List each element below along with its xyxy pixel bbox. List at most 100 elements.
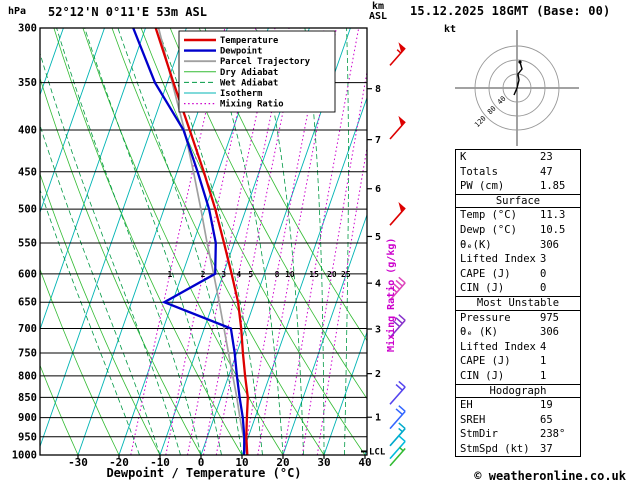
pressure-tick-label: 650: [18, 297, 37, 309]
isotherm-line: [40, 28, 187, 448]
altitude-unit-km: km: [371, 1, 385, 12]
mixing-ratio-value-label: 15: [309, 270, 319, 279]
km-tick-label: 4: [375, 279, 381, 290]
table-row: Pressure (mb) 975: [456, 311, 580, 326]
mixing-ratio-line: [257, 28, 337, 455]
pressure-tick-label: 400: [18, 125, 37, 137]
hodograph-ring-label: 80: [486, 105, 498, 117]
table-row-label: Pressure (mb): [460, 311, 511, 324]
table-row-value: 0: [540, 282, 547, 295]
table-row-label: θₑ (K): [460, 326, 498, 339]
hodograph-ring: [474, 45, 560, 131]
wind-barb-tick: [398, 435, 406, 442]
hodograph-ring-label: 120: [473, 114, 488, 129]
table-row: Lifted Index 4: [456, 340, 580, 355]
table-row-label: K: [460, 151, 467, 163]
pressure-tick-label: 900: [18, 412, 37, 424]
copyright: © weatheronline.co.uk: [474, 469, 626, 483]
mixing-ratio-axis-label: Mixing Ratio (g/kg): [386, 237, 397, 352]
km-tick-label: 5: [375, 232, 381, 243]
hodograph-ring-label: 40: [496, 95, 508, 107]
altitude-axis-unit: km ASL: [360, 2, 396, 22]
parcel-trajectory-curve: [157, 28, 249, 455]
dewpoint-curve: [132, 28, 246, 455]
pressure-tick-label: 750: [18, 347, 37, 359]
table-section-header: Hodograph: [456, 383, 580, 399]
table-row-value: 4: [540, 340, 547, 353]
temp-tick-label: -20: [109, 456, 129, 469]
hodograph-unit-label: kt: [444, 24, 457, 35]
table-row-label: CAPE (J): [460, 355, 511, 368]
table-row: Lifted Index 3: [456, 252, 580, 267]
table-row-value: 306: [540, 326, 559, 339]
isotherm-line: [40, 28, 146, 331]
wind-barb-staff: [389, 447, 406, 467]
legend-item-label: Isotherm: [220, 89, 262, 99]
table-row-label: PW (cm): [460, 180, 505, 193]
wet-adiabat-line: [56, 28, 202, 455]
table-row-value: 37: [540, 442, 553, 455]
dry-adiabat-line: [40, 364, 79, 455]
temp-tick-label: -30: [68, 456, 88, 469]
km-tick-label: 2: [375, 369, 381, 380]
table-row-value: 1.85: [540, 180, 566, 193]
wind-barb-tick: [398, 422, 406, 430]
table-row: Totals Totals 47: [456, 165, 580, 180]
wind-barb-staff: [389, 319, 406, 339]
temperature-curve: [154, 28, 249, 455]
wet-adiabat-line: [40, 52, 181, 455]
pressure-tick-label: 950: [18, 431, 37, 443]
legend-item-label: Wet Adiabat: [220, 77, 278, 88]
table-row-label: EH: [460, 399, 473, 412]
legend-item-label: Mixing Ratio: [220, 99, 284, 110]
hodograph-ring: [488, 59, 546, 117]
mixing-ratio-value-label: 20: [327, 270, 337, 279]
table-row: CAPE (J) 1: [456, 354, 580, 369]
wind-barb-tick: [395, 279, 403, 287]
table-row: CIN (J) 1: [456, 369, 580, 384]
table-row-label: Totals Totals: [460, 165, 498, 178]
table-row: SREH 65: [456, 413, 580, 428]
mixing-ratio-value-label: 1: [167, 270, 172, 279]
table-row-label: θₑ(K): [460, 238, 492, 251]
wind-barb-tick: [389, 286, 398, 293]
pressure-tick-label: 850: [18, 392, 37, 404]
table-row-value: 306: [540, 238, 559, 251]
table-row-label: Lifted Index: [460, 340, 536, 353]
temp-tick-label: 30: [317, 456, 330, 469]
temp-tick-label: 20: [276, 456, 289, 469]
legend-item-label: Temperature: [220, 36, 278, 46]
mixing-ratio-line: [215, 28, 301, 455]
run-datetime: 15.12.2025 18GMT (Base: 00): [410, 4, 611, 18]
wind-barb-tick: [398, 314, 406, 321]
table-row-label: Lifted Index: [460, 253, 536, 266]
table-row-value: 975: [540, 311, 559, 324]
table-row-label: Dewp (°C): [460, 223, 517, 236]
km-tick-label: 1: [375, 413, 381, 424]
wind-barb-flag: [398, 115, 406, 127]
table-row-value: 238°: [540, 428, 566, 441]
table-row-value: 0: [540, 267, 547, 280]
parameter-table: K 23 Totals Totals 47 PW (cm) 1.85SurfaceTemp…: [455, 149, 581, 458]
pressure-tick-label: 700: [18, 323, 37, 335]
table-row: StmSpd (kt) 37: [456, 442, 580, 457]
wind-barb-tick: [395, 317, 403, 324]
wind-barbs: [389, 42, 406, 467]
mixing-ratio-line: [203, 28, 290, 455]
table-row: EH 19: [456, 398, 580, 413]
pressure-tick-label: 600: [18, 268, 37, 280]
hodograph-ring: [502, 73, 532, 103]
wind-barb-halftick: [398, 427, 403, 433]
table-row: K 23: [456, 150, 580, 165]
table-row-label: Temp (°C): [460, 209, 517, 222]
wind-barb-flag: [398, 202, 406, 213]
wind-barb-tick: [395, 383, 403, 391]
legend-item-label: Dry Adiabat: [220, 67, 278, 78]
wind-barb-staff: [389, 410, 406, 430]
km-tick-label: 3: [375, 325, 381, 336]
table-row-label: SREH: [460, 413, 486, 426]
table-row: Dewp (°C) 10.5: [456, 223, 580, 238]
